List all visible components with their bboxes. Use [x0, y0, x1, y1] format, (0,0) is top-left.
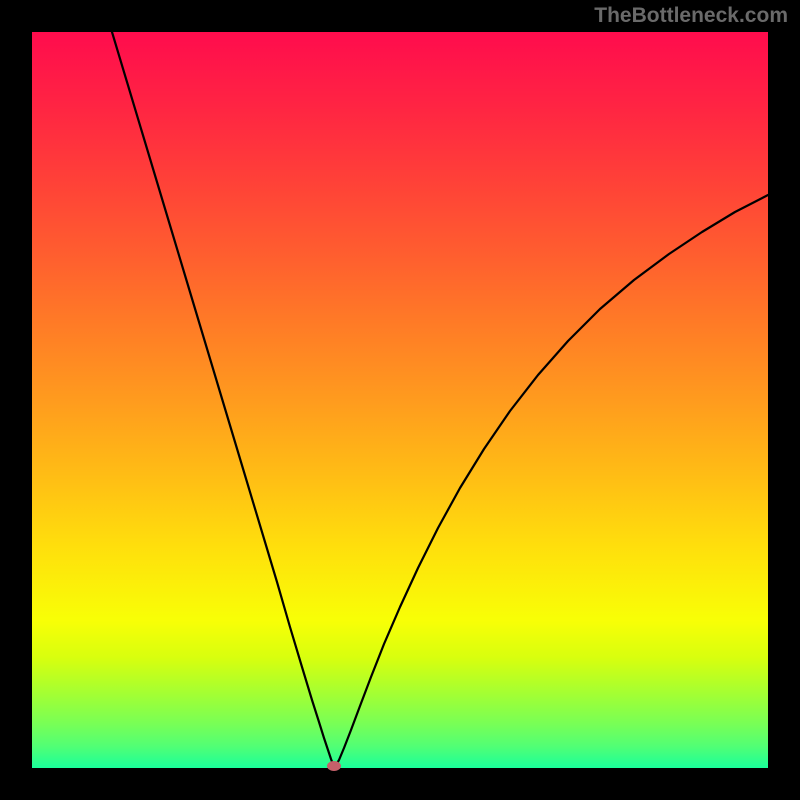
optimal-point-marker [327, 761, 341, 771]
chart-frame [0, 0, 800, 800]
bottleneck-curve [32, 32, 768, 768]
watermark-text: TheBottleneck.com [594, 4, 788, 28]
